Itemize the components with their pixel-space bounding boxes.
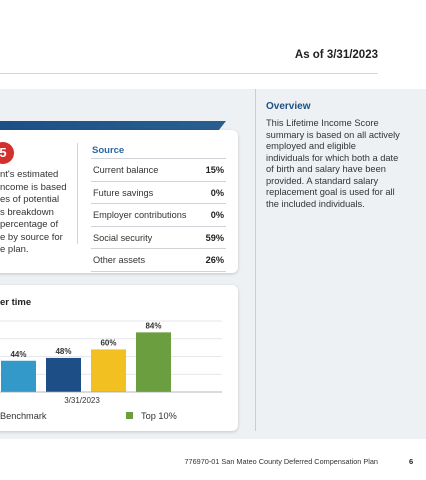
chart-bar <box>91 349 126 392</box>
bar-data-label: 60% <box>100 338 116 347</box>
card-divider <box>77 143 78 244</box>
legend-top-10: Top 10% <box>126 411 177 421</box>
source-heading: Source <box>92 145 125 156</box>
footer-text: 776970-01 San Mateo County Deferred Comp… <box>184 457 379 466</box>
overview-line: employed and eligible <box>266 141 356 151</box>
overview-line: This Lifetime Income Score <box>266 118 379 128</box>
chart-bar <box>1 360 36 392</box>
chart-bar <box>46 357 81 392</box>
overview-text: This Lifetime Income Score summary is ba… <box>266 118 414 210</box>
score-description: nt's estimated ncome is based es of pote… <box>0 169 72 257</box>
as-of-date: As of 3/31/2023 <box>294 49 378 61</box>
overview-line: of birth and salary have been <box>266 164 386 174</box>
description-line: s breakdown <box>0 206 54 218</box>
table-row: Future savings 0% <box>91 180 226 204</box>
source-label: Other assets <box>93 255 146 265</box>
overview-line: summary is based on all actively <box>266 129 400 140</box>
table-row: Employer contributions 0% <box>91 203 226 226</box>
page-number: 6 <box>409 457 414 466</box>
bar-data-label: 44% <box>10 350 26 359</box>
score-bar-chart: 44% 48% 60% 84% 3/31/2023 <box>0 320 222 405</box>
header-divider <box>0 73 378 74</box>
overview-line: individuals for which both a date <box>266 152 399 163</box>
legend-swatch <box>126 412 133 419</box>
overview-heading: Overview <box>266 101 311 112</box>
sidebar-divider <box>255 89 256 431</box>
source-value: 26% <box>205 255 224 265</box>
description-line: ncome is based <box>0 181 67 193</box>
description-line: e plan. <box>0 244 29 255</box>
source-label: Future savings <box>93 187 154 198</box>
description-line: nt's estimated <box>0 169 59 180</box>
bar-data-label: 84% <box>145 321 161 330</box>
overview-line: the included individuals. <box>266 198 365 209</box>
score-badge: 5 <box>0 142 14 164</box>
source-table: Current balance 15% Future savings 0% Em… <box>91 158 226 272</box>
description-line: e by source for <box>0 231 63 243</box>
bar-data-label: 48% <box>55 347 71 356</box>
table-row: Current balance 15% <box>91 158 226 181</box>
legend-benchmark: Benchmark <box>0 411 47 421</box>
description-line: es of potential <box>0 194 60 205</box>
table-row: Other assets 26% <box>91 248 226 272</box>
chart-title: er time <box>0 297 32 308</box>
source-label: Employer contributions <box>93 210 187 220</box>
source-value: 0% <box>210 187 224 198</box>
table-row: Social security 59% <box>91 225 226 249</box>
source-label: Social security <box>93 232 153 243</box>
legend-top-label: Top 10% <box>141 411 177 421</box>
chart-bar <box>136 332 171 392</box>
source-label: Current balance <box>93 165 159 175</box>
description-line: percentage of <box>0 219 59 230</box>
source-value: 59% <box>205 232 224 243</box>
source-value: 15% <box>205 165 224 175</box>
income-source-card <box>0 130 238 273</box>
overview-line: replacement goal is used for all <box>266 187 395 197</box>
source-value: 0% <box>210 210 224 220</box>
x-tick-label: 3/31/2023 <box>64 396 100 405</box>
overview-line: provided. A standard salary <box>266 175 379 186</box>
